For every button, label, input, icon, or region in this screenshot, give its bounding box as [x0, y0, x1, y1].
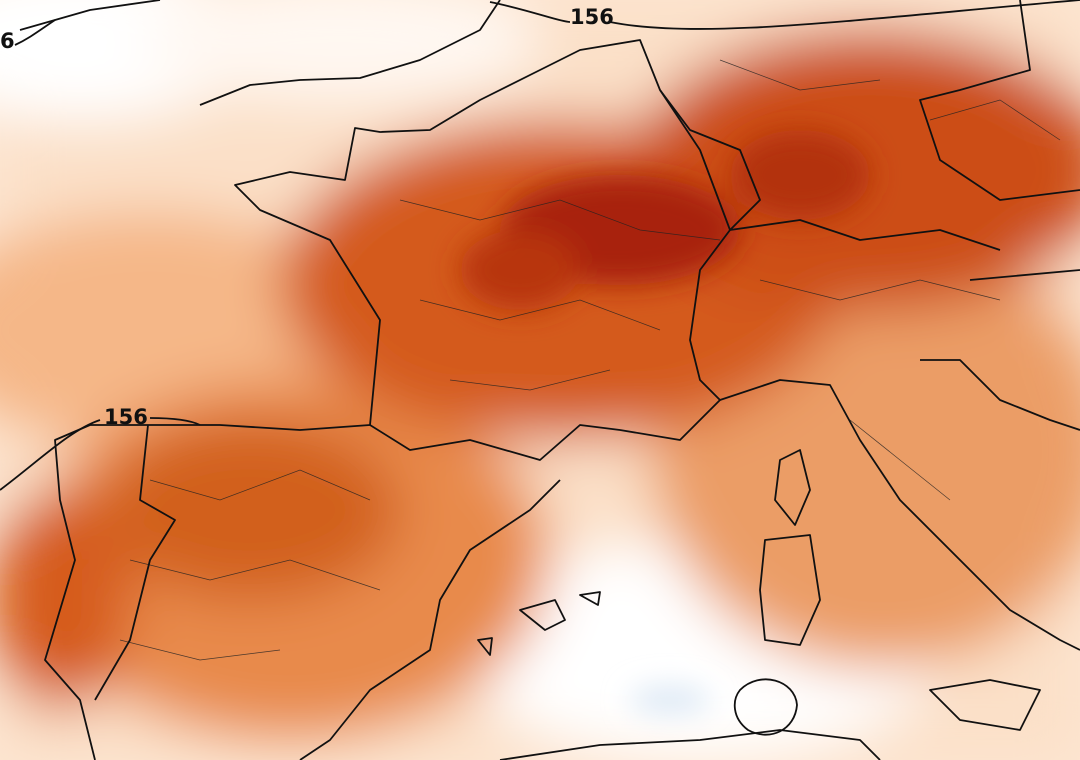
coast-britain [19, 0, 501, 106]
coast-corsica [774, 449, 811, 526]
temperature-core [460, 130, 870, 714]
contour-label: 6 [0, 29, 15, 53]
coast-sardinia [759, 534, 821, 646]
field-hot [100, 420, 400, 600]
country-borders [94, 0, 1080, 701]
isoline-156 [0, 417, 201, 491]
coastlines [19, 0, 1080, 760]
contour-label: 156 [570, 5, 614, 29]
borders [94, 0, 1080, 701]
coast-africa [499, 729, 881, 760]
coast-balearic [477, 591, 601, 656]
field-cool [140, 0, 540, 100]
coast-italy [719, 359, 1080, 651]
coast-sicily [929, 679, 1041, 731]
isoline-loop [733, 678, 798, 736]
field-hot [0, 490, 130, 710]
isoline-156 [489, 0, 1080, 30]
admin-borders [119, 59, 1061, 661]
isolines: 156 156 6 [0, 0, 1080, 736]
coast-iberia [44, 424, 561, 760]
field-core [730, 130, 870, 220]
contour-label: 156 [104, 405, 148, 429]
field-cold [630, 686, 710, 714]
field-core [460, 230, 580, 310]
isoline-156 [14, 19, 56, 46]
coast-france [234, 39, 731, 461]
